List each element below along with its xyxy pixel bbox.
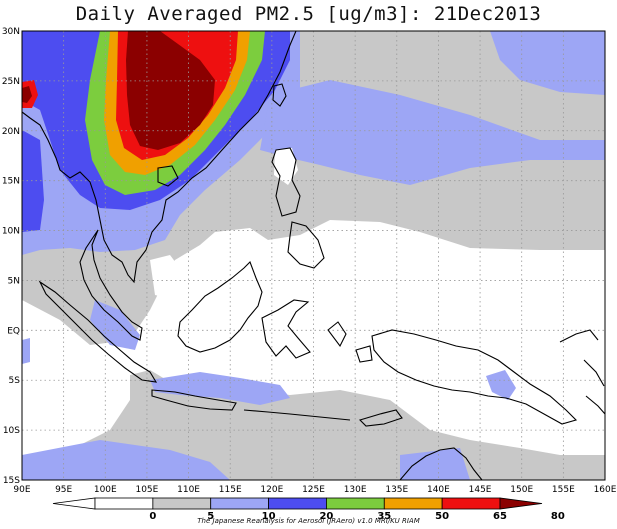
colorbar-bin	[268, 497, 327, 510]
colorbar-bin	[52, 497, 96, 510]
coastline-moluccas	[327, 321, 373, 363]
credit-text: The Japanese Reanalysis for Aerosol (JRA…	[197, 517, 420, 525]
lat-tick-label: 10S	[3, 426, 20, 436]
colorbar-tick-label: 65	[493, 511, 507, 522]
map-title: Daily Averaged PM2.5 [ug/m3]: 21Dec2013	[75, 3, 542, 25]
lightblue-region-southwest	[22, 440, 230, 480]
lon-tick-label: 100E	[94, 485, 117, 495]
lat-tick-label: 5N	[8, 276, 20, 286]
colorbar-tick-label: 50	[435, 511, 449, 522]
lat-tick-label: 20N	[2, 127, 20, 137]
lon-tick-label: 135E	[385, 485, 408, 495]
coastline-sulawesi	[261, 299, 311, 359]
lat-tick-label: 15N	[2, 177, 20, 187]
coastline-mainland	[22, 31, 297, 284]
colorbar-tick-label: 0	[149, 511, 156, 522]
lat-tick-label: 30N	[2, 27, 20, 37]
colorbar-bin	[210, 497, 269, 510]
lightblue-region-malaysia	[90, 300, 140, 350]
colorbar-bin	[383, 497, 443, 510]
lon-tick-label: 105E	[135, 485, 158, 495]
lon-tick-label: 90E	[13, 485, 30, 495]
lon-tick-label: 130E	[344, 485, 367, 495]
coastline-solomon	[585, 395, 605, 415]
lon-tick-label: 110E	[177, 485, 200, 495]
lat-tick-label: 15S	[3, 476, 20, 486]
blue-region-west-patch	[22, 130, 44, 232]
darkred-region	[126, 31, 215, 150]
colorbar-bin	[94, 497, 154, 510]
colorbar-tick-label: 80	[551, 511, 565, 522]
lightblue-region-south	[400, 448, 470, 480]
lat-tick-label: EQ	[7, 326, 20, 336]
colorbar-bin	[326, 497, 385, 510]
lightblue-region-northeast	[490, 31, 605, 95]
lon-tick-label: 150E	[510, 485, 533, 495]
lat-tick-label: 10N	[2, 227, 20, 237]
longitude-labels: 90E 95E 100E 105E 110E 115E 120E 125E 130E 135E 14…	[13, 485, 616, 495]
lon-tick-label: 120E	[260, 485, 283, 495]
lightblue-region-newguinea	[486, 370, 516, 400]
coastline-luzon	[271, 147, 301, 217]
lon-tick-label: 160E	[594, 485, 617, 495]
coastline-borneo	[177, 261, 263, 353]
lon-tick-label: 140E	[427, 485, 450, 495]
colorbar-bin	[152, 497, 212, 510]
coastline-new-guinea	[371, 329, 578, 425]
lon-tick-label: 145E	[469, 485, 492, 495]
coastline-mindanao	[287, 221, 325, 269]
lightblue-region-belt	[260, 80, 605, 185]
coastline-sumatra	[38, 280, 158, 383]
coastline-lesser-sunda	[243, 409, 351, 421]
colorbar-tick-label: 20	[319, 511, 333, 522]
lat-tick-label: 25N	[2, 77, 20, 87]
grey-region-east	[528, 156, 553, 182]
gridlines	[22, 31, 605, 480]
lon-tick-label: 155E	[552, 485, 575, 495]
lon-tick-label: 95E	[55, 485, 72, 495]
lightblue-region-westedge	[22, 338, 30, 364]
lat-tick-label: 5S	[9, 376, 21, 386]
coastline-bismarck	[559, 329, 605, 387]
coastlines	[22, 31, 605, 480]
colorbar: 0 5 10 20 35 50 65 80	[52, 497, 565, 522]
darkred-region-west	[22, 86, 32, 103]
lon-tick-label: 125E	[302, 485, 325, 495]
lon-tick-label: 115E	[219, 485, 242, 495]
coastline-java	[151, 389, 237, 411]
latitude-labels: 30N 25N 20N 15N 10N 5N EQ 5S 10S 15S	[2, 27, 20, 486]
clean-air-patch-seasia	[150, 255, 185, 300]
colorbar-bin	[441, 497, 501, 510]
colorbar-tick-label: 5	[207, 511, 214, 522]
colorbar-tick-label: 35	[377, 511, 391, 522]
coastline-malay-peninsula	[79, 229, 143, 341]
coastline-timor	[358, 409, 403, 427]
map-frame	[21, 30, 606, 481]
concentration-field	[22, 31, 605, 480]
coastline-hainan	[157, 165, 179, 187]
colorbar-bin	[499, 497, 543, 510]
colorbar-tick-label: 10	[262, 511, 276, 522]
coastline-taiwan	[272, 83, 287, 107]
coastline-australia	[399, 447, 483, 480]
